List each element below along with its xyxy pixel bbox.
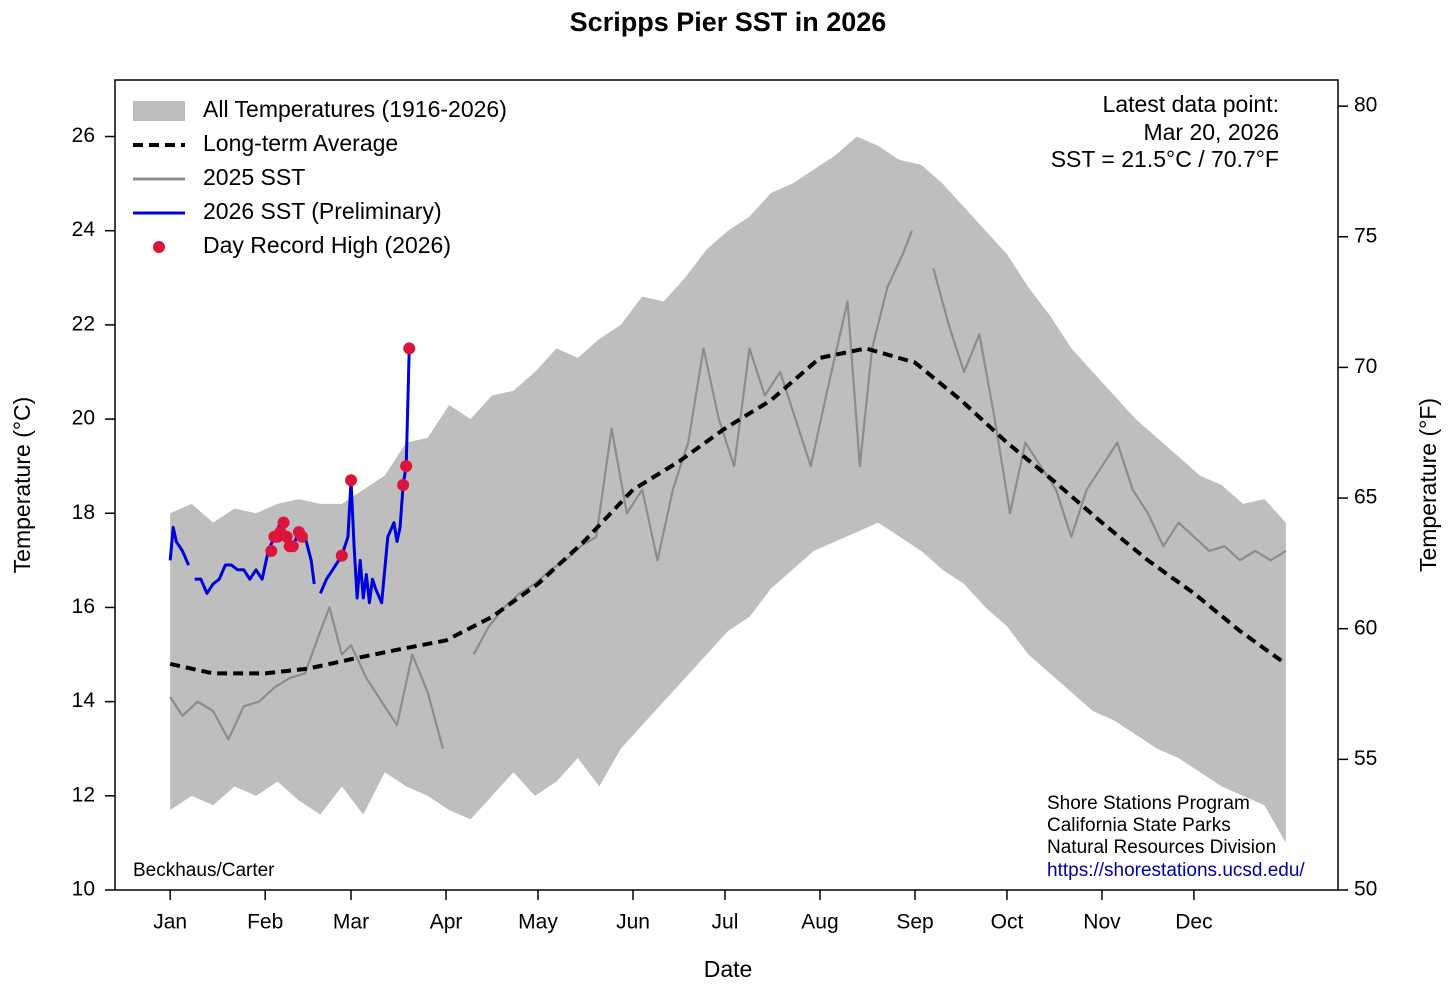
chart-title: Scripps Pier SST in 2026 <box>570 7 887 37</box>
record-point <box>345 474 358 487</box>
y2-tick-label: 55 <box>1354 747 1377 770</box>
y-tick-label: 24 <box>72 218 96 241</box>
x-tick-label: Nov <box>1083 911 1121 934</box>
y2-tick-label: 50 <box>1354 878 1377 901</box>
x-tick-label: Jul <box>712 911 739 934</box>
legend-swatch <box>153 241 165 253</box>
record-point <box>295 530 308 543</box>
record-point <box>403 342 416 355</box>
x-axis-label: Date <box>704 956 753 982</box>
annotation: Latest data point: <box>1103 91 1279 117</box>
y-tick-label: 12 <box>72 783 95 806</box>
x-tick-label: Jan <box>153 911 187 934</box>
url-link[interactable]: https://shorestations.ucsd.edu/ <box>1047 860 1305 881</box>
record-point <box>277 516 290 529</box>
y-tick-label: 26 <box>72 124 95 147</box>
legend-label: All Temperatures (1916-2026) <box>203 96 507 122</box>
y-tick-label: 18 <box>72 501 95 524</box>
annotation: SST = 21.5°C / 70.7°F <box>1051 146 1279 172</box>
author: Beckhaus/Carter <box>133 860 275 881</box>
x-tick-label: May <box>518 911 558 934</box>
series-line <box>169 230 1287 750</box>
y2-tick-label: 60 <box>1354 616 1377 639</box>
record-point <box>335 549 348 562</box>
legend-label: 2026 SST (Preliminary) <box>203 198 442 224</box>
temperature-band <box>170 136 1286 843</box>
x-tick-label: Oct <box>991 911 1024 934</box>
y-tick-label: 10 <box>72 878 95 901</box>
y2-tick-label: 75 <box>1354 224 1377 247</box>
series-line <box>169 346 1288 676</box>
credit: Natural Resources Division <box>1047 837 1276 858</box>
record-point <box>265 544 278 557</box>
x-tick-label: Jun <box>616 911 650 934</box>
x-tick-label: Dec <box>1175 911 1212 934</box>
x-tick-label: Apr <box>430 911 463 934</box>
y2-tick-label: 80 <box>1354 94 1377 117</box>
record-point <box>280 530 293 543</box>
y2-tick-label: 65 <box>1354 486 1377 509</box>
annotation: Mar 20, 2026 <box>1143 119 1279 145</box>
legend-label: 2025 SST <box>203 164 305 190</box>
credit: California State Parks <box>1047 815 1231 836</box>
y2-tick-label: 70 <box>1354 355 1377 378</box>
y2-axis-label: Temperature (°F) <box>1415 398 1441 572</box>
y-tick-label: 20 <box>72 407 95 430</box>
record-point <box>400 460 413 473</box>
x-tick-label: Sep <box>896 911 933 934</box>
credit: Shore Stations Program <box>1047 793 1250 814</box>
x-tick-label: Aug <box>801 911 838 934</box>
legend-swatch <box>133 101 185 121</box>
record-point <box>286 540 299 553</box>
y-axis-label: Temperature (°C) <box>9 397 35 574</box>
legend-label: Long-term Average <box>203 130 398 156</box>
record-point <box>397 479 410 491</box>
x-tick-label: Mar <box>333 911 369 934</box>
plot-frame <box>114 79 1339 891</box>
x-tick-label: Feb <box>247 911 283 934</box>
y-tick-label: 14 <box>72 689 96 712</box>
legend-label: Day Record High (2026) <box>203 232 451 258</box>
y-tick-label: 22 <box>72 312 95 335</box>
y-tick-label: 16 <box>72 595 95 618</box>
